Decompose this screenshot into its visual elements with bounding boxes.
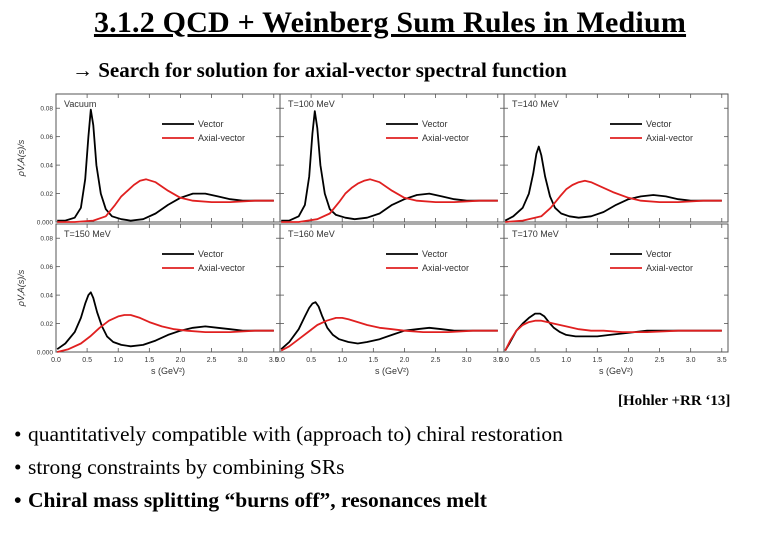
spectral-function-figure: 0.000 0.02 0.04 0.06 0.08 Vacuum Vector Axial-v… — [10, 90, 732, 390]
y-axis-label: ρV,A(s)/s — [16, 269, 26, 307]
x-tick-label: 0.0 — [499, 357, 509, 364]
bullet-list: • quantitatively compatible with (approac… — [14, 418, 563, 517]
panel-frame — [503, 223, 729, 353]
citation: [Hohler +RR ‘13] — [618, 393, 731, 409]
x-tick-label: 3.0 — [462, 357, 472, 364]
panel-label: T=150 MeV — [64, 229, 111, 239]
y-tick-label: 0.02 — [40, 191, 53, 198]
axial-vector-curve — [57, 178, 274, 223]
legend-entry: Axial-vector — [198, 263, 245, 273]
vector-curve — [504, 145, 722, 222]
bullet-marker: • — [14, 422, 22, 446]
x-tick-label: 0.5 — [82, 357, 92, 364]
axial-vector-curve — [504, 319, 722, 352]
panel-frame — [55, 223, 281, 353]
panel-frame — [279, 93, 505, 223]
x-tick-label: 1.5 — [144, 357, 154, 364]
vector-curve — [281, 110, 498, 222]
axial-vector-curve — [56, 314, 274, 353]
y-tick-label: 0.000 — [37, 220, 54, 227]
y-tick-label: 0.04 — [40, 163, 53, 170]
axial-vector-curve — [280, 317, 498, 352]
bullet-text: Chiral mass splitting “burns off”, reson… — [28, 488, 487, 512]
legend-entry: Axial-vector — [422, 263, 469, 273]
legend-entry: Axial-vector — [646, 263, 693, 273]
legend-entry: Vector — [646, 249, 672, 259]
axial-vector-curve — [505, 179, 722, 223]
x-axis-label: s (GeV²) — [151, 366, 185, 376]
x-tick-label: 0.0 — [275, 357, 285, 364]
x-tick-label: 0.0 — [51, 357, 61, 364]
panel-label: T=100 MeV — [288, 99, 335, 109]
legend-entry: Axial-vector — [198, 133, 245, 143]
panel-frame — [503, 93, 729, 223]
bullet-marker: • — [14, 455, 22, 479]
x-tick-label: 1.5 — [592, 357, 602, 364]
vector-curve — [57, 108, 274, 222]
slide-title: 3.1.2 QCD + Weinberg Sum Rules in Medium — [93, 6, 687, 39]
x-tick-label: 1.0 — [337, 357, 347, 364]
panel-label: T=160 MeV — [288, 229, 335, 239]
y-tick-label: 0.000 — [37, 350, 54, 357]
x-tick-label: 2.5 — [207, 357, 217, 364]
y-tick-label: 0.04 — [40, 293, 53, 300]
x-tick-label: 0.5 — [306, 357, 316, 364]
x-tick-label: 2.5 — [431, 357, 441, 364]
y-axis-label: ρV,A(s)/s — [16, 139, 26, 177]
x-tick-label: 3.5 — [717, 357, 727, 364]
x-tick-label: 1.0 — [561, 357, 571, 364]
y-tick-label: 0.06 — [40, 134, 53, 141]
x-tick-label: 3.5 — [269, 357, 279, 364]
panel-frame — [279, 223, 505, 353]
x-axis-label: s (GeV²) — [599, 366, 633, 376]
slide-subtitle: → Search for solution for axial-vector s… — [72, 58, 567, 82]
bullet-text: strong constraints by combining SRs — [28, 455, 345, 479]
bullet-item: • strong constraints by combining SRs — [14, 451, 563, 484]
x-tick-label: 3.0 — [686, 357, 696, 364]
axial-vector-curve — [281, 178, 498, 223]
panel-label: T=140 MeV — [512, 99, 559, 109]
bullet-marker: • — [14, 488, 22, 512]
bullet-text: quantitatively compatible with (approach… — [28, 422, 563, 446]
legend-entry: Vector — [422, 249, 448, 259]
x-tick-label: 2.0 — [400, 357, 410, 364]
x-tick-label: 2.0 — [176, 357, 186, 364]
legend-entry: Axial-vector — [646, 133, 693, 143]
legend-entry: Vector — [646, 119, 672, 129]
y-tick-label: 0.08 — [40, 106, 53, 113]
bullet-item: • quantitatively compatible with (approac… — [14, 418, 563, 451]
panel-label: Vacuum — [64, 99, 96, 109]
legend-entry: Vector — [198, 249, 224, 259]
x-tick-label: 0.5 — [530, 357, 540, 364]
x-tick-label: 3.0 — [238, 357, 248, 364]
legend-entry: Vector — [422, 119, 448, 129]
y-tick-label: 0.06 — [40, 264, 53, 271]
y-tick-label: 0.08 — [40, 236, 53, 243]
x-tick-label: 1.5 — [368, 357, 378, 364]
x-tick-label: 1.0 — [113, 357, 123, 364]
legend-entry: Axial-vector — [422, 133, 469, 143]
vector-curve — [280, 301, 498, 350]
x-tick-label: 2.5 — [655, 357, 665, 364]
panel-label: T=170 MeV — [512, 229, 559, 239]
x-axis-label: s (GeV²) — [375, 366, 409, 376]
y-tick-label: 0.02 — [40, 321, 53, 328]
x-tick-label: 3.5 — [493, 357, 503, 364]
legend-entry: Vector — [198, 119, 224, 129]
x-tick-label: 2.0 — [624, 357, 634, 364]
bullet-item: • Chiral mass splitting “burns off”, reso… — [14, 484, 563, 517]
vector-curve — [56, 291, 274, 350]
spectral-function-chart: 0.000 0.02 0.04 0.06 0.08 Vacuum Vector Axial-v… — [16, 93, 729, 376]
